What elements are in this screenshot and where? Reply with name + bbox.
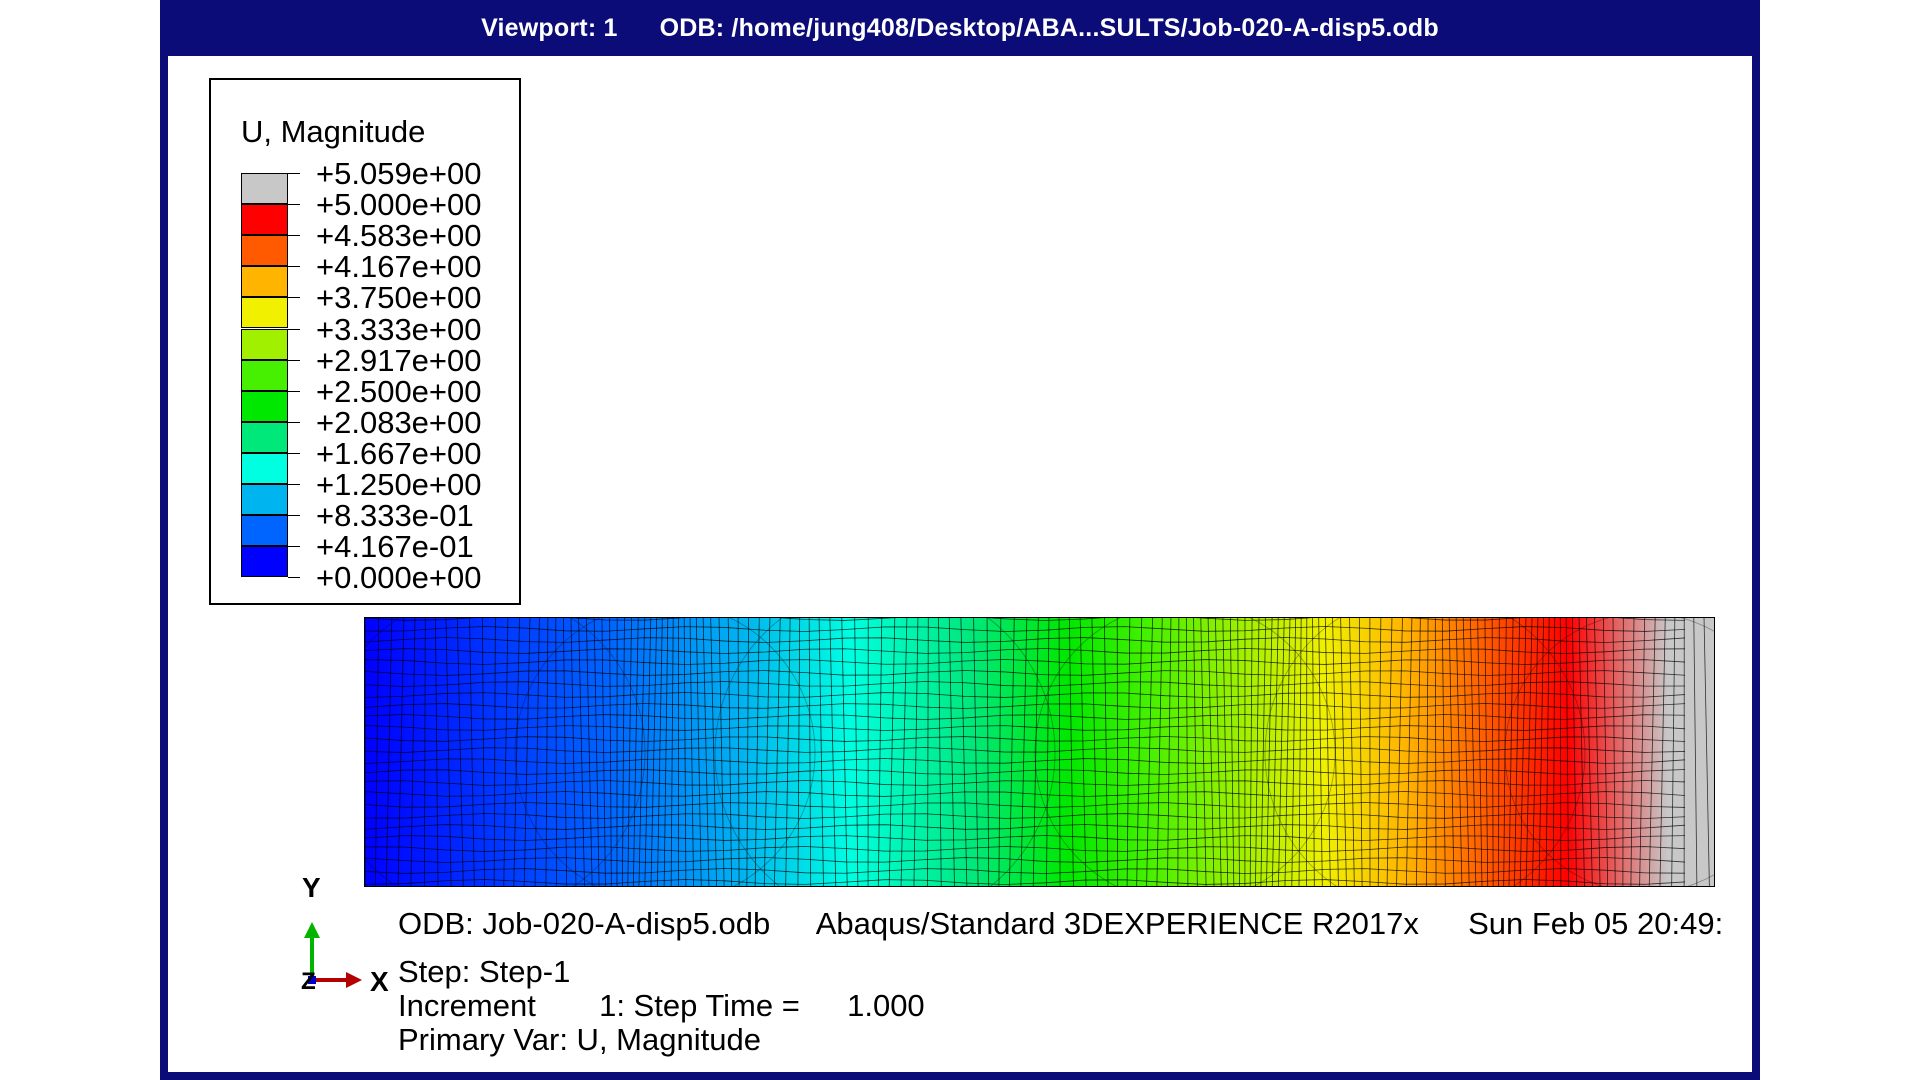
increment-line: Increment 1: Step Time = 1.000 [398,990,925,1021]
step-line: Step: Step-1 [398,956,570,987]
mesh-svg [365,618,1714,886]
legend-swatch [241,452,288,484]
viewport-title-bar[interactable]: Viewport: 1 ODB: /home/jung408/Desktop/A… [168,0,1752,56]
legend-value-label: +8.333e-01 [316,498,474,534]
legend-value-label: +4.167e+00 [316,249,482,285]
legend-value-label: +5.000e+00 [316,187,482,223]
legend-value-label: +0.000e+00 [316,560,482,596]
primary-var-line: Primary Var: U, Magnitude [398,1024,761,1055]
z-axis-label: Z [301,968,316,995]
legend-swatch [241,235,288,267]
legend-swatch [241,173,288,205]
legend-value-label: +4.167e-01 [316,529,474,565]
legend-tick [288,235,300,237]
legend-value-label: +3.750e+00 [316,280,482,316]
contour-legend[interactable]: U, Magnitude +5.059e+00 +5.000e+00 +4.583e… [209,78,521,605]
solver-name: Abaqus/Standard 3DEXPERIENCE R2017x [815,906,1419,941]
legend-swatch [241,484,288,516]
legend-tick [288,577,300,579]
legend-color-bar [241,173,288,578]
legend-value-label: +3.333e+00 [316,311,482,347]
viewport-window[interactable]: Viewport: 1 ODB: /home/jung408/Desktop/A… [160,0,1760,1080]
axis-triad-svg [304,922,362,988]
primary-var-label: Primary Var: U, Magnitude [398,1022,761,1057]
legend-tick [288,266,300,268]
step-time-value: 1.000 [847,988,925,1023]
mesh-grid [365,618,1714,886]
legend-swatch [241,266,288,298]
legend-tick [288,421,300,423]
increment-value: 1: Step Time = [599,988,800,1023]
odb-name: ODB: Job-020-A-disp5.odb [398,906,771,941]
step-label: Step: Step-1 [398,954,571,989]
increment-label: Increment [398,988,536,1023]
legend-tick [288,297,300,299]
legend-tick [288,452,300,454]
legend-value-label: +2.500e+00 [316,373,482,409]
legend-tick [288,204,300,206]
legend-swatch [241,297,288,329]
odb-path: ODB: /home/jung408/Desktop/ABA...SULTS/J… [659,13,1439,42]
legend-swatch [241,515,288,547]
legend-value-label: +1.250e+00 [316,467,482,502]
axis-triad: Y X Z [288,870,408,997]
legend-swatch [241,204,288,236]
legend-tick [288,515,300,517]
legend-swatch [241,390,288,422]
legend-swatch [241,421,288,453]
legend-value-label: +5.059e+00 [316,156,482,191]
legend-tick [288,359,300,361]
legend-value-label: +4.583e+00 [316,218,482,254]
viewport-label: Viewport: 1 [481,13,618,42]
legend-tick [288,484,300,485]
contour-plot-mesh[interactable] [364,617,1715,887]
legend-tick [288,546,300,548]
legend-tick [288,173,300,174]
legend-swatch [241,328,288,360]
legend-tick [288,328,300,330]
legend-swatch [241,546,288,578]
timestamp: Sun Feb 05 20:49: [1468,906,1724,941]
legend-value-label: +1.667e+00 [316,435,482,471]
legend-swatch [241,359,288,391]
y-axis-label: Y [302,872,321,903]
x-axis-label: X [370,966,389,997]
legend-tick [288,390,300,392]
legend-value-label: +2.083e+00 [316,404,482,440]
legend-title: U, Magnitude [241,114,426,149]
odb-info-line: ODB: Job-020-A-disp5.odb Abaqus/Standard… [398,908,1723,939]
legend-value-label: +2.917e+00 [316,342,482,378]
